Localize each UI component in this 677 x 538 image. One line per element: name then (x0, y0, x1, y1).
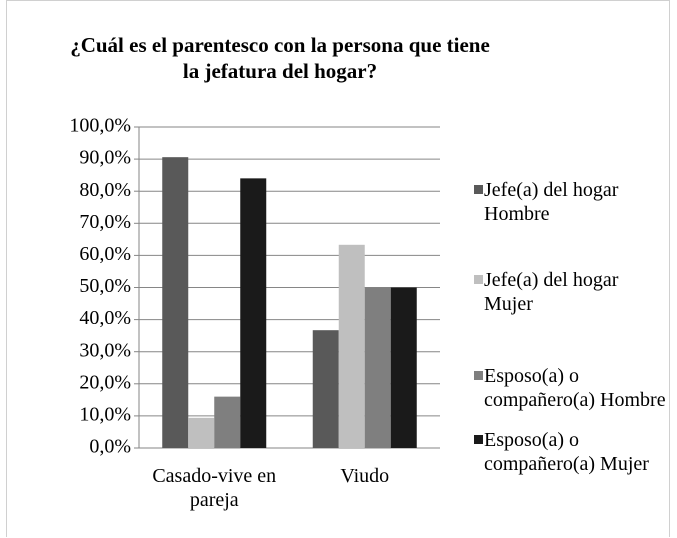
bar (390, 287, 417, 448)
y-tick-label: 90,0% (79, 147, 131, 169)
y-tick-label: 70,0% (79, 211, 131, 233)
bar (312, 330, 339, 448)
y-tick-label: 80,0% (79, 179, 131, 201)
bar (338, 244, 365, 448)
y-tick-label: 30,0% (79, 339, 131, 361)
y-tick-label: 100,0% (69, 115, 131, 137)
legend-swatch (474, 275, 483, 284)
x-tick-label: Casado-vive en pareja (152, 465, 277, 511)
y-tick-label: 50,0% (79, 275, 131, 297)
y-tick-label: 40,0% (79, 307, 131, 329)
bar (162, 157, 189, 448)
y-tick-label: 0,0% (89, 436, 131, 458)
chart-frame (6, 0, 670, 537)
legend-label: Jefe(a) del hogar Mujer (484, 269, 619, 315)
legend-swatch (474, 371, 483, 380)
x-tick-label: Viudo (340, 465, 390, 487)
y-tick-label: 60,0% (79, 243, 131, 265)
bar (240, 178, 267, 449)
legend-label: Jefe(a) del hogar Hombre (484, 179, 619, 225)
legend-label: Esposo(a) o compañero(a) Mujer (484, 429, 649, 475)
bar (188, 417, 215, 448)
legend-swatch (474, 185, 483, 194)
chart-title: ¿Cuál es el parentesco con la persona qu… (70, 33, 490, 83)
bar (214, 396, 241, 448)
y-tick-label: 10,0% (79, 403, 131, 425)
y-tick-label: 20,0% (79, 371, 131, 393)
legend-label: Esposo(a) o compañero(a) Hombre (484, 365, 666, 411)
bar (364, 287, 391, 448)
legend-swatch (474, 435, 483, 444)
